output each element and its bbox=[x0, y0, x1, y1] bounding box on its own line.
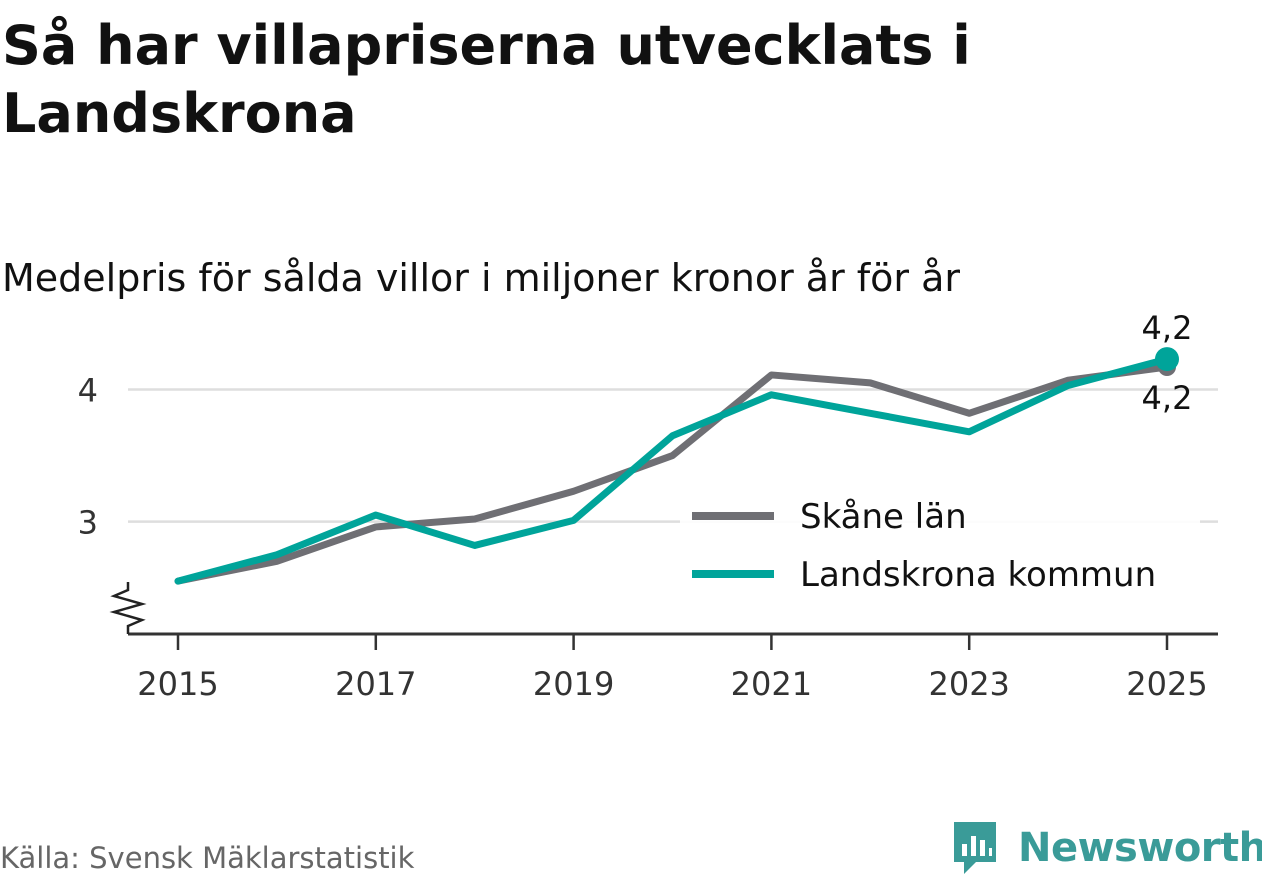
legend: Skåne län Landskrona kommun bbox=[680, 482, 1200, 604]
newsworthy-logo[interactable]: Newsworthy bbox=[950, 818, 1262, 878]
series-line-landskrona-kommun bbox=[174, 355, 1171, 585]
x-tick-label-2023: 2023 bbox=[928, 665, 1009, 703]
series-lines bbox=[174, 355, 1171, 585]
y-tick-label-4: 4 bbox=[78, 371, 98, 409]
y-tick-label-3: 3 bbox=[78, 504, 98, 542]
x-tick-label-2019: 2019 bbox=[533, 665, 614, 703]
end-label-landskrona-kommun: 4,2 bbox=[1142, 309, 1193, 347]
x-tick-label-2015: 2015 bbox=[137, 665, 218, 703]
x-tick-label-2025: 2025 bbox=[1126, 665, 1207, 703]
axis-break-icon bbox=[109, 582, 147, 634]
source-note: Källa: Svensk Mäklarstatistik bbox=[0, 841, 415, 875]
end-marker-landskrona-kommun bbox=[1155, 347, 1179, 372]
x-tick-label-2021: 2021 bbox=[731, 665, 812, 703]
x-tick-label-2017: 2017 bbox=[335, 665, 416, 703]
x-axis bbox=[109, 582, 1218, 636]
newsworthy-logo-text: Newsworthy bbox=[1018, 825, 1262, 871]
legend-background bbox=[680, 482, 1200, 604]
chart-title: Så har villapriserna utvecklats i Landsk… bbox=[2, 14, 971, 145]
chart-subtitle: Medelpris för sålda villor i miljoner kr… bbox=[2, 256, 961, 300]
newsworthy-logo-icon bbox=[954, 822, 996, 874]
legend-label-landskrona-kommun: Landskrona kommun bbox=[800, 555, 1156, 595]
x-axis-ticks: 2015 2017 2019 2021 2023 2025 bbox=[137, 634, 1208, 703]
legend-label-skane-lan: Skåne län bbox=[800, 497, 967, 537]
end-label-skane-lan: 4,2 bbox=[1142, 379, 1193, 417]
series-line-skane-lan bbox=[174, 363, 1171, 585]
y-axis-ticks: 34 bbox=[78, 371, 98, 541]
end-labels: 4,2 4,2 bbox=[1142, 309, 1193, 417]
